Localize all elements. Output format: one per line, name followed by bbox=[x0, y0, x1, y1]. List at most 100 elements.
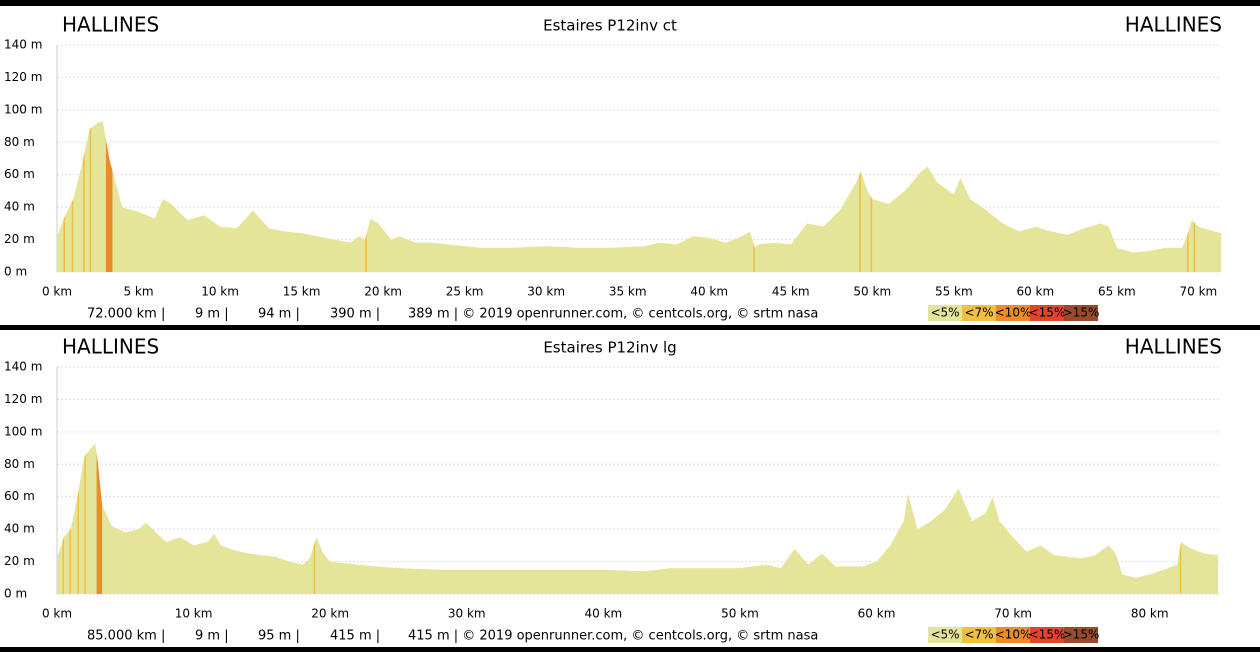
y-tick-label: 20 m bbox=[4, 232, 35, 246]
slope-band bbox=[870, 121, 873, 272]
elevation-area bbox=[57, 121, 1222, 272]
legend-label: <10% bbox=[995, 628, 1032, 642]
y-tick-label: 140 m bbox=[4, 38, 42, 52]
x-tick-label: 25 km bbox=[446, 285, 484, 299]
slope-band bbox=[313, 443, 316, 594]
slope-band bbox=[69, 443, 71, 594]
slope-band bbox=[62, 443, 64, 594]
legend-swatch bbox=[928, 627, 962, 643]
stat-text: 415 m | bbox=[330, 629, 380, 644]
x-tick-label: 5 km bbox=[123, 285, 153, 299]
y-tick-label: 80 m bbox=[4, 457, 35, 471]
stat-text: 94 m | bbox=[258, 307, 300, 322]
legend-swatch bbox=[928, 305, 962, 321]
legend-swatch bbox=[996, 305, 1030, 321]
x-tick-label: 10 km bbox=[201, 285, 239, 299]
y-tick-label: 20 m bbox=[4, 554, 35, 568]
bottom-bar bbox=[0, 647, 1260, 652]
slope-band bbox=[1193, 121, 1196, 272]
end-label: HALLINES bbox=[1125, 335, 1222, 359]
legend-label: <15% bbox=[1029, 628, 1066, 642]
slope-band bbox=[1179, 443, 1182, 594]
stat-text: 9 m | bbox=[195, 307, 229, 322]
chart-title: Estaires P12inv ct bbox=[543, 17, 677, 35]
legend-swatch bbox=[1030, 305, 1064, 321]
y-tick-label: 100 m bbox=[4, 102, 42, 116]
x-tick-label: 60 km bbox=[858, 607, 896, 621]
y-tick-label: 140 m bbox=[4, 360, 42, 374]
slope-band bbox=[753, 121, 755, 272]
x-tick-label: 55 km bbox=[935, 285, 973, 299]
x-tick-label: 50 km bbox=[721, 607, 759, 621]
stat-text: 72.000 km | bbox=[87, 307, 165, 322]
x-tick-label: 80 km bbox=[1131, 607, 1169, 621]
y-tick-label: 120 m bbox=[4, 392, 42, 406]
x-tick-label: 0 km bbox=[42, 285, 72, 299]
stat-text: 390 m | bbox=[330, 307, 380, 322]
stat-text: 415 m | © 2019 openrunner.com, © centcol… bbox=[408, 629, 818, 644]
stat-text: 389 m | © 2019 openrunner.com, © centcol… bbox=[408, 307, 818, 322]
y-tick-label: 0 m bbox=[4, 587, 27, 601]
chart-title: Estaires P12inv lg bbox=[543, 339, 676, 357]
x-tick-label: 60 km bbox=[1016, 285, 1054, 299]
y-tick-label: 40 m bbox=[4, 200, 35, 214]
x-tick-label: 35 km bbox=[609, 285, 647, 299]
slope-band bbox=[84, 443, 86, 594]
legend-label: <7% bbox=[964, 306, 993, 320]
y-tick-label: 60 m bbox=[4, 489, 35, 503]
end-label: HALLINES bbox=[1125, 13, 1222, 37]
x-tick-label: 20 km bbox=[364, 285, 402, 299]
x-tick-label: 30 km bbox=[527, 285, 565, 299]
legend-swatch bbox=[962, 305, 996, 321]
legend-label: <15% bbox=[1029, 306, 1066, 320]
x-tick-label: 0 km bbox=[42, 607, 72, 621]
slope-band bbox=[105, 121, 113, 272]
elevation-area bbox=[57, 443, 1218, 594]
x-tick-label: 40 km bbox=[690, 285, 728, 299]
y-tick-label: 100 m bbox=[4, 424, 42, 438]
legend-label: <10% bbox=[995, 306, 1032, 320]
divider-bar bbox=[0, 325, 1260, 330]
x-tick-label: 40 km bbox=[584, 607, 622, 621]
x-tick-label: 50 km bbox=[853, 285, 891, 299]
x-tick-label: 65 km bbox=[1098, 285, 1136, 299]
slope-band bbox=[89, 121, 92, 272]
slope-band bbox=[83, 121, 85, 272]
legend-swatch bbox=[996, 627, 1030, 643]
top-bar bbox=[0, 0, 1260, 6]
x-tick-label: 10 km bbox=[175, 607, 213, 621]
stat-text: 85.000 km | bbox=[87, 629, 165, 644]
x-tick-label: 70 km bbox=[994, 607, 1032, 621]
stat-text: 95 m | bbox=[258, 629, 300, 644]
legend-label: <5% bbox=[930, 306, 959, 320]
x-tick-label: 20 km bbox=[311, 607, 349, 621]
y-tick-label: 80 m bbox=[4, 135, 35, 149]
x-tick-label: 15 km bbox=[283, 285, 321, 299]
y-tick-label: 120 m bbox=[4, 70, 42, 84]
legend-swatch bbox=[1064, 627, 1098, 643]
y-tick-label: 0 m bbox=[4, 265, 27, 279]
start-label: HALLINES bbox=[62, 335, 159, 359]
stat-text: 9 m | bbox=[195, 629, 229, 644]
x-tick-label: 45 km bbox=[772, 285, 810, 299]
slope-band bbox=[63, 121, 66, 272]
legend-label: <5% bbox=[930, 628, 959, 642]
legend-label: >15% bbox=[1063, 628, 1100, 642]
x-tick-label: 70 km bbox=[1180, 285, 1218, 299]
slope-band bbox=[859, 121, 861, 272]
legend-swatch bbox=[962, 627, 996, 643]
slope-band bbox=[77, 443, 79, 594]
slope-band bbox=[96, 443, 103, 594]
slope-band bbox=[365, 121, 367, 272]
legend-label: >15% bbox=[1063, 306, 1100, 320]
slope-band bbox=[71, 121, 74, 272]
y-tick-label: 60 m bbox=[4, 167, 35, 181]
legend-swatch bbox=[1030, 627, 1064, 643]
y-tick-label: 40 m bbox=[4, 522, 35, 536]
start-label: HALLINES bbox=[62, 13, 159, 37]
legend-label: <7% bbox=[964, 628, 993, 642]
slope-band bbox=[1186, 121, 1189, 272]
x-tick-label: 30 km bbox=[448, 607, 486, 621]
legend-swatch bbox=[1064, 305, 1098, 321]
